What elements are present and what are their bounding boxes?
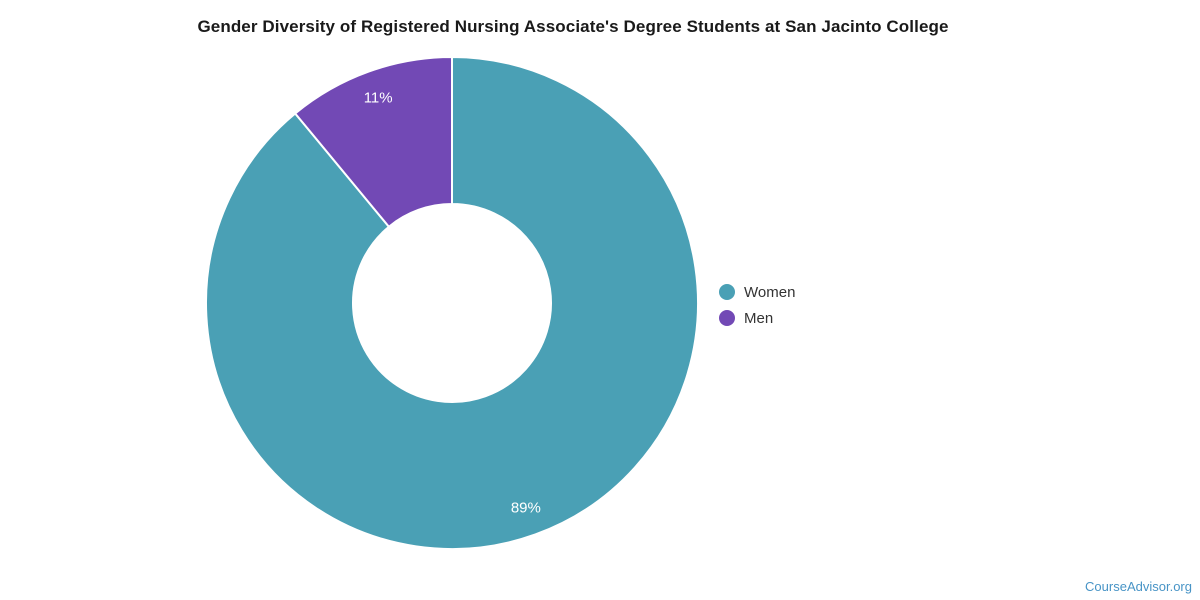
legend-item-men[interactable]: Men	[719, 305, 795, 331]
donut-slice-labels: 89% 11%	[364, 89, 541, 516]
slice-label-women: 89%	[511, 500, 541, 517]
legend-label-women: Women	[744, 283, 796, 301]
donut-slices	[205, 56, 699, 550]
legend: Women Men	[719, 279, 795, 331]
legend-label-men: Men	[744, 309, 774, 327]
legend-item-women[interactable]: Women	[719, 279, 795, 305]
pie-slice-women[interactable]	[205, 56, 699, 550]
chart-title: Gender Diversity of Registered Nursing A…	[197, 17, 949, 36]
legend-swatch-women	[719, 284, 735, 300]
legend-swatch-men	[719, 310, 735, 326]
pie-slice-men[interactable]	[294, 56, 453, 228]
footer-link[interactable]: CourseAdvisor.org	[1085, 579, 1192, 594]
slice-label-men: 11%	[364, 89, 393, 106]
